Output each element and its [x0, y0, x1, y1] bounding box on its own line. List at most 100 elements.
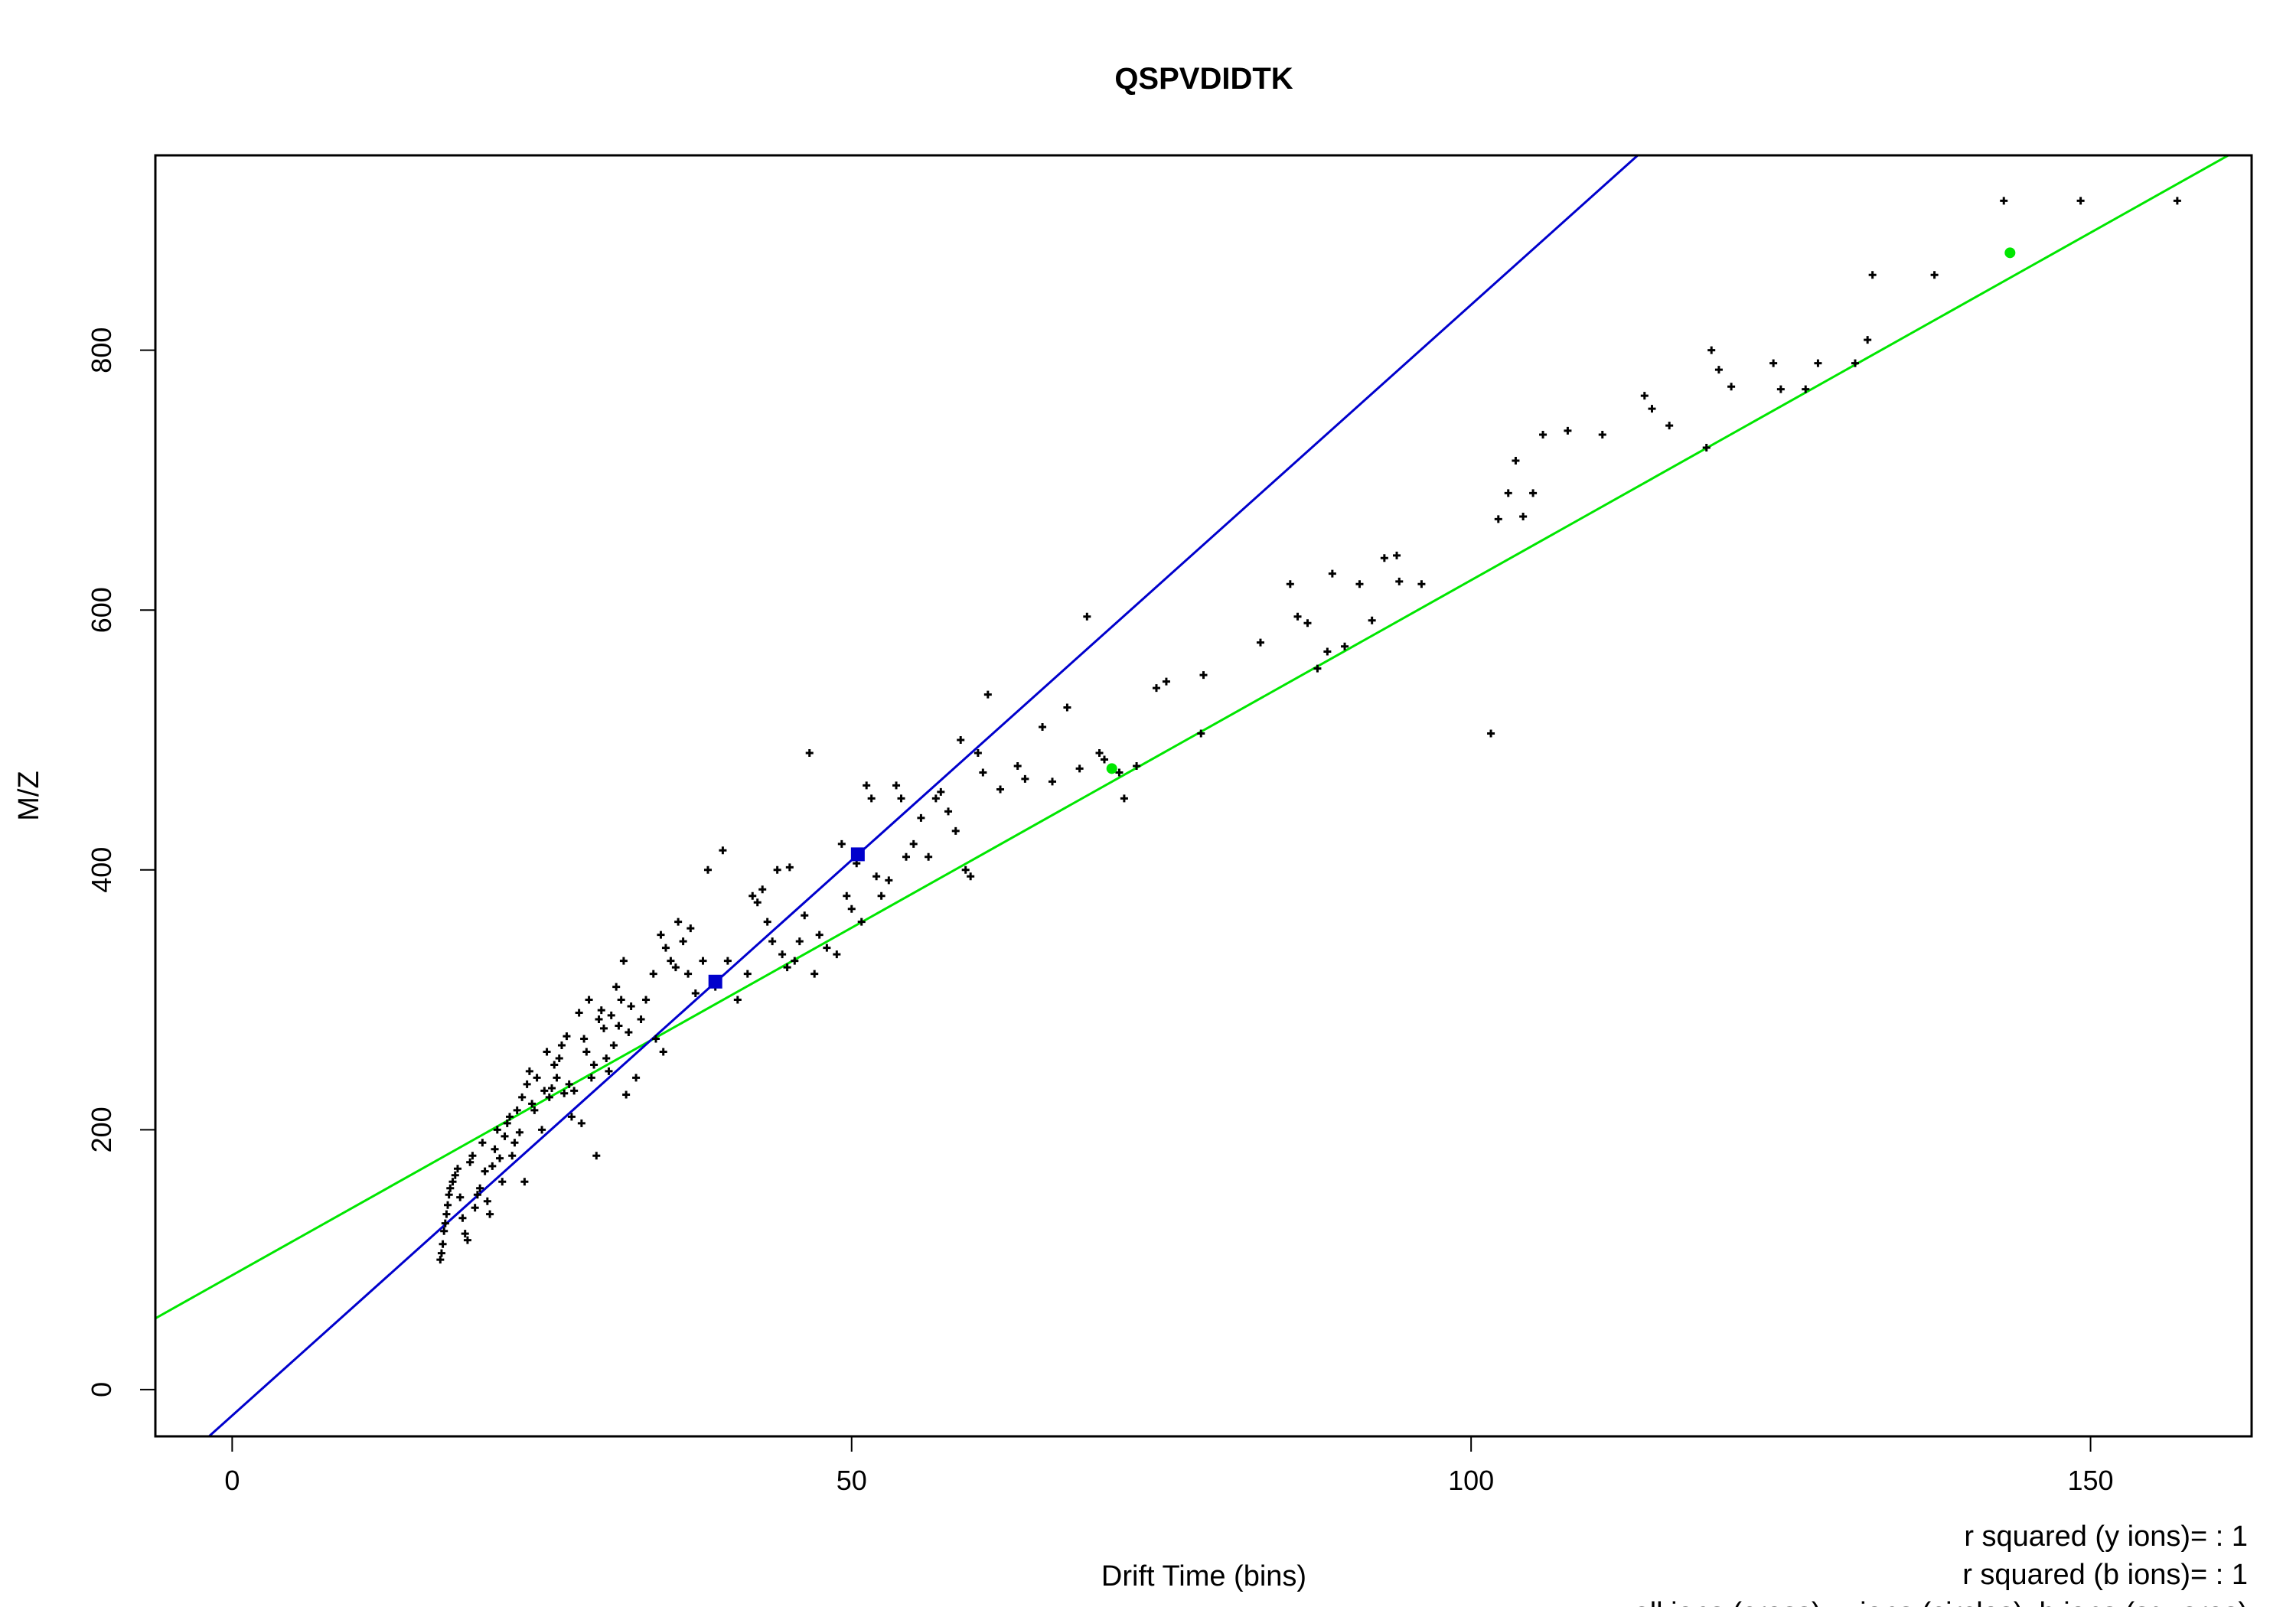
ion-cross-point	[476, 1184, 484, 1192]
ion-cross-point	[937, 787, 945, 796]
ion-cross-point	[508, 1152, 517, 1160]
ion-cross-point	[1313, 664, 1322, 673]
ion-cross-point	[587, 1074, 595, 1082]
ion-cross-point	[810, 970, 819, 978]
ion-cross-point	[642, 996, 651, 1004]
y-tick-label: 600	[86, 587, 117, 633]
ion-cross-point	[687, 924, 695, 933]
ion-cross-point	[2000, 197, 2008, 205]
ion-cross-point	[657, 931, 665, 939]
ion-cross-point	[1286, 580, 1294, 588]
y-ion-point	[2004, 247, 2016, 259]
ion-cross-point	[1120, 794, 1128, 803]
ion-cross-point	[1640, 392, 1649, 400]
ion-cross-point	[833, 950, 841, 959]
ion-cross-point	[437, 1249, 445, 1257]
y-ion-point	[1106, 763, 1117, 774]
ion-cross-point	[530, 1106, 539, 1114]
ion-cross-point	[585, 996, 593, 1004]
ion-cross-point	[783, 963, 791, 972]
ion-cross-point	[563, 1032, 571, 1041]
ion-cross-point	[453, 1165, 461, 1173]
ion-cross-point	[525, 1067, 533, 1075]
ion-cross-point	[1115, 768, 1124, 777]
ion-cross-point	[473, 1191, 481, 1199]
ion-cross-point	[1133, 761, 1141, 770]
y-axis: 0 200 400 600 800	[86, 328, 156, 1397]
ion-cross-point	[533, 1074, 541, 1082]
y-tick-label: 400	[86, 847, 117, 893]
ion-cross-point	[659, 1048, 667, 1056]
ion-cross-point	[1802, 385, 1810, 393]
ion-cross-point	[1864, 336, 1872, 344]
x-axis: 0 50 100 150	[224, 1436, 2114, 1496]
chart-title: QSPVDIDTK	[1114, 62, 1293, 96]
ion-cross-point	[763, 918, 771, 926]
ion-cross-point	[857, 918, 866, 926]
ion-cross-point	[671, 963, 680, 972]
ion-cross-point	[493, 1126, 501, 1134]
x-tick-label: 100	[1448, 1465, 1494, 1496]
ion-cross-point	[612, 983, 621, 991]
ion-cross-point	[592, 1152, 601, 1160]
ion-cross-point	[1303, 619, 1312, 627]
ion-cross-point	[458, 1214, 467, 1222]
ion-cross-point	[1199, 671, 1208, 680]
ion-cross-point	[1504, 489, 1512, 497]
ion-cross-point	[461, 1230, 469, 1238]
ion-cross-point	[1101, 755, 1108, 764]
ion-cross-point	[501, 1132, 509, 1140]
ion-cross-point	[679, 937, 687, 946]
ion-cross-point	[575, 1009, 583, 1017]
ion-cross-point	[815, 931, 823, 939]
ion-cross-point	[2173, 197, 2181, 205]
ion-cross-point	[440, 1227, 448, 1235]
ion-cross-point	[1393, 551, 1401, 559]
annotation-legend: all ions (cross), y ions (circles), b io…	[1634, 1597, 2248, 1607]
y-tick-label: 800	[86, 328, 117, 373]
ion-cross-point	[590, 1061, 598, 1069]
ion-cross-point	[605, 1067, 613, 1075]
ion-cross-point	[520, 1178, 529, 1186]
ion-cross-point	[1095, 748, 1104, 757]
ion-cross-point	[1512, 456, 1520, 464]
ion-cross-point	[1197, 729, 1205, 738]
ion-cross-point	[553, 1074, 561, 1082]
ion-cross-point	[550, 1061, 559, 1069]
ion-cross-point	[897, 794, 905, 803]
ion-cross-point	[1665, 422, 1674, 430]
ion-cross-point	[637, 1015, 645, 1024]
ion-cross-point	[961, 865, 970, 874]
ion-cross-point	[540, 1087, 549, 1095]
ion-cross-point	[867, 794, 876, 803]
y-tick-label: 0	[86, 1382, 117, 1397]
ion-cross-point	[974, 748, 982, 757]
ion-cross-point	[951, 826, 960, 835]
x-tick-label: 50	[837, 1465, 867, 1496]
ion-cross-point	[555, 1054, 563, 1062]
all-ions-points	[436, 197, 2181, 1264]
plot-frame	[154, 154, 2253, 1438]
ion-cross-point	[1013, 761, 1022, 770]
fit-line-b-ions	[207, 155, 1640, 1436]
ion-cross-point	[1702, 443, 1711, 451]
ion-cross-point	[580, 1035, 589, 1043]
ion-cross-point	[691, 989, 700, 998]
ion-cross-point	[627, 1002, 635, 1011]
ion-cross-point	[785, 863, 794, 872]
ion-cross-point	[1395, 577, 1404, 585]
ion-cross-point	[498, 1178, 507, 1186]
ion-cross-point	[1039, 723, 1047, 732]
ion-cross-point	[925, 852, 933, 861]
ion-cross-point	[1776, 385, 1785, 393]
fit-line-y-ions	[155, 155, 2231, 1320]
annotation-b-rsquared: r squared (b ions)= : 1	[1962, 1559, 2248, 1591]
ion-cross-point	[1341, 642, 1349, 650]
ion-cross-point	[847, 905, 856, 913]
ion-cross-point	[1487, 729, 1495, 738]
ion-cross-point	[996, 785, 1005, 794]
ion-cross-point	[957, 735, 965, 744]
ion-cross-point	[478, 1139, 487, 1147]
ion-cross-point	[528, 1100, 536, 1108]
ion-cross-point	[768, 937, 777, 946]
